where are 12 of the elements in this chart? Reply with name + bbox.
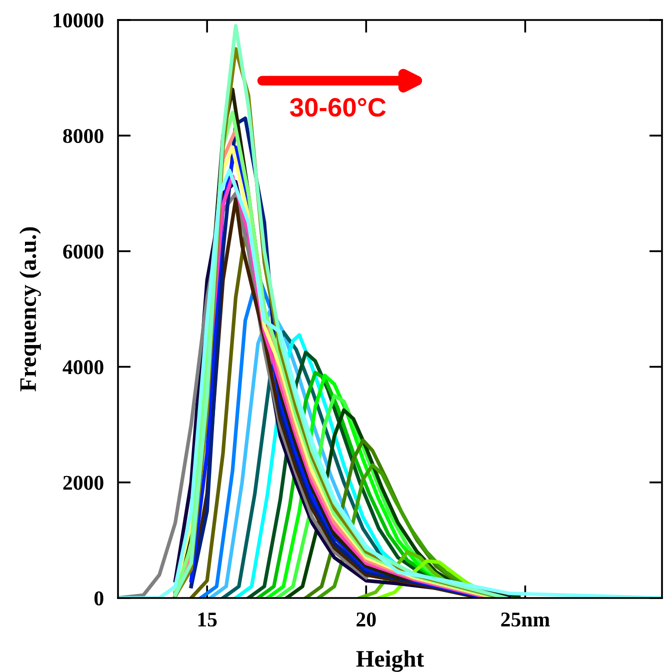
y-tick-label: 6000 [63,244,104,259]
y-axis-title: Frequency (a.u.) [19,227,41,392]
x-tick-label: 20 [356,612,376,627]
x-tick-label: 25nm [501,612,550,627]
y-tick-label: 4000 [62,360,104,374]
y-tick-label: 10000 [54,13,104,28]
y-tick-label: 8000 [63,128,104,144]
annotation: 30-60°C [290,98,386,117]
x-axis-title: Height [356,650,424,672]
y-tick-label: 2000 [63,476,104,490]
x-tick-label: 15 [198,612,217,627]
y-tick-label: 0 [94,591,104,606]
